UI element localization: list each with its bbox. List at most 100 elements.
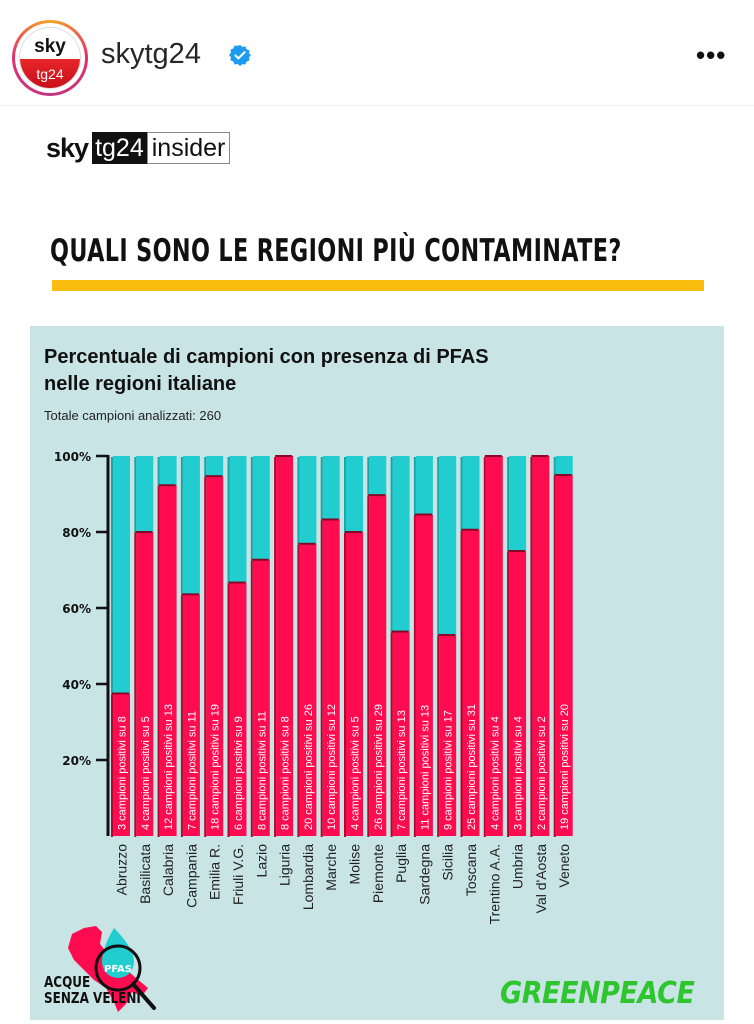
x-tick-label: Emilia R. <box>207 844 223 900</box>
bar-top-edge <box>251 558 269 561</box>
bar-positive-side <box>227 583 230 837</box>
bar-negative <box>113 456 130 694</box>
x-tick-label: Campania <box>183 844 199 908</box>
italy-map-magnifier-icon: PFAS <box>68 926 156 1012</box>
bar-label: 26 campioni positivi su 29 <box>373 704 385 830</box>
bar-label: 11 campioni positivi su 13 <box>419 705 431 830</box>
bar-top-edge <box>181 593 199 596</box>
verified-badge-icon <box>229 44 251 66</box>
y-tick-label: 100% <box>54 450 91 464</box>
x-tick-label: Piemonte <box>370 844 386 903</box>
y-tick-label: 80% <box>62 526 91 540</box>
x-tick-label: Toscana <box>463 844 479 896</box>
bar-negative-side <box>437 457 440 636</box>
bar-negative-side <box>320 457 323 521</box>
bar-label: 18 campioni positivi su 19 <box>210 704 222 830</box>
bar-negative <box>346 456 363 532</box>
bar-top-edge <box>438 633 456 636</box>
avatar[interactable]: sky tg24 <box>12 20 88 96</box>
x-tick-label: Marche <box>323 844 339 891</box>
y-tick-label: 60% <box>62 602 91 616</box>
avatar-text-tg24: tg24 <box>20 59 80 88</box>
acque-senza-veleni-text: ACQUE SENZA VELENI <box>44 974 141 1006</box>
brand-sky: sky <box>46 132 89 163</box>
chart-title: Percentuale di campioni con presenza di … <box>44 344 489 398</box>
bar-negative <box>392 456 410 632</box>
bar-negative <box>252 456 270 560</box>
bar-negative-side <box>344 457 346 533</box>
bar-top-edge <box>298 542 316 545</box>
x-tick-label: Puglia <box>393 844 409 883</box>
bar-positive <box>322 519 340 836</box>
bar-positive-side <box>483 457 486 837</box>
bar-label: 4 campioni positivi su 4 <box>489 716 501 830</box>
bar-label: 2 campioni positivi su 2 <box>536 716 548 830</box>
pfas-badge: PFAS <box>104 964 132 975</box>
bar-negative <box>206 456 224 477</box>
bar-negative <box>159 456 177 486</box>
bar-negative <box>299 456 317 544</box>
bar-negative-side <box>250 457 253 561</box>
acque-senza-veleni-logo: PFAS ACQUE SENZA VELENI <box>44 922 194 1016</box>
acque-line: ACQUE <box>44 973 91 991</box>
bar-positive-side <box>250 560 253 837</box>
post-image: sky tg24 insider QUALI SONO LE REGIONI P… <box>0 107 754 1024</box>
bar-label: 10 campioni positivi su 12 <box>326 704 338 830</box>
bar-positive <box>113 693 130 836</box>
bar-label: 7 campioni positivi su 11 <box>186 711 198 830</box>
bar-top-edge <box>554 474 572 476</box>
username-link[interactable]: skytg24 <box>101 38 201 70</box>
bar-label: 3 campioni positivi su 8 <box>117 716 129 830</box>
bar-positive-side <box>180 595 183 837</box>
bar-positive-side <box>274 457 277 837</box>
x-tick-label: Sicilia <box>440 844 456 881</box>
sky-tg24-insider-logo: sky tg24 insider <box>46 131 231 165</box>
bar-top-edge <box>321 518 339 521</box>
bar-positive-side <box>204 477 207 837</box>
bar-positive-side <box>507 552 510 837</box>
bar-positive <box>182 594 200 836</box>
x-tick-label: Liguria <box>277 844 293 886</box>
bar-label: 19 campioni positivi su 20 <box>559 704 571 830</box>
bar-negative <box>229 456 247 583</box>
bar-positive <box>299 543 317 836</box>
more-options-icon[interactable]: ••• <box>696 40 727 70</box>
senza-veleni-line: SENZA VELENI <box>44 989 141 1007</box>
bar-negative <box>439 456 457 635</box>
bar-positive <box>392 631 410 836</box>
bar-label: 8 campioni positivi su 11 <box>256 711 268 830</box>
bar-positive <box>509 551 527 836</box>
bar-top-edge <box>531 455 549 457</box>
bar-positive-side <box>553 476 556 837</box>
x-tick-label: Sardegna <box>416 844 432 905</box>
x-tick-label: Basilicata <box>137 844 153 904</box>
bar-label: 9 campioni positivi su 17 <box>443 710 455 830</box>
bar-positive <box>206 476 224 836</box>
bar-positive-side <box>460 530 463 837</box>
bar-negative-side <box>413 457 416 516</box>
bar-positive <box>415 514 433 836</box>
bar-negative <box>509 456 527 551</box>
bar-negative <box>555 456 573 475</box>
bar-top-edge <box>368 494 386 497</box>
bar-negative <box>462 456 480 530</box>
bar-negative-side <box>111 457 113 695</box>
y-tick-label: 40% <box>62 678 91 692</box>
bar-top-edge <box>275 455 293 457</box>
bar-label: 7 campioni positivi su 13 <box>396 710 408 830</box>
brand-insider: insider <box>146 132 231 164</box>
greenpeace-logo: GREENPEACE <box>500 976 695 1011</box>
bar-negative-side <box>227 457 230 584</box>
x-tick-label: Calabria <box>160 844 176 896</box>
bar-top-edge <box>484 455 502 457</box>
x-tick-label: Lazio <box>253 844 269 878</box>
bar-negative <box>369 456 387 496</box>
bar-negative <box>182 456 200 595</box>
bar-top-edge <box>391 630 409 633</box>
bar-positive <box>555 475 573 836</box>
bar-chart: 20% 40% 60% 80% 100% 3 campioni positivi su 8… <box>54 450 573 924</box>
bar-positive-side <box>344 533 346 837</box>
bar-top-edge <box>414 513 432 516</box>
bar-positive-side <box>157 486 160 837</box>
bar-label: 8 campioni positivi su 8 <box>280 716 292 830</box>
